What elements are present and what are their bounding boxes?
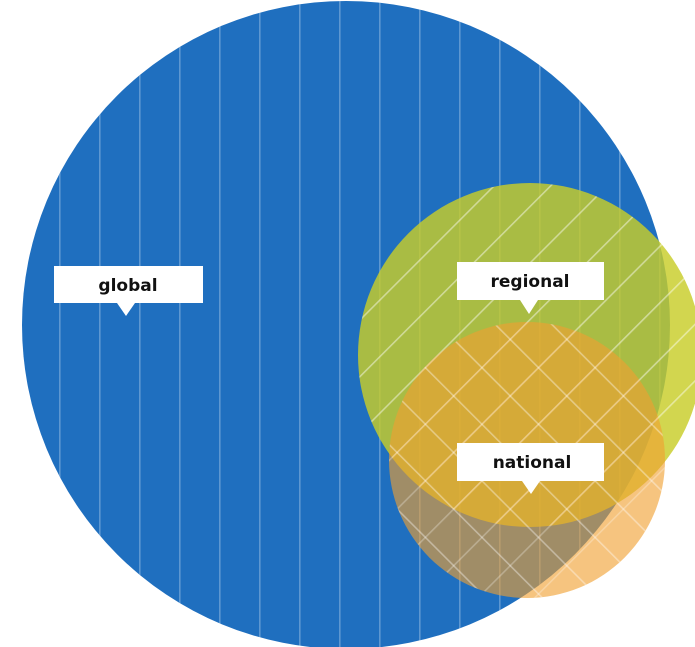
national-label-text: national (493, 453, 572, 473)
global-label-text: global (98, 276, 157, 296)
regional-label-box (457, 262, 604, 314)
national-label-box (457, 443, 604, 494)
regional-label-text: regional (491, 272, 570, 292)
global-label: global (54, 266, 203, 316)
national-label: national (457, 443, 604, 494)
regional-label: regional (457, 262, 604, 314)
global-label-box (54, 266, 203, 316)
